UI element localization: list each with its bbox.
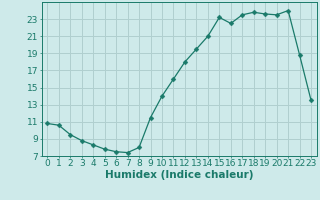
X-axis label: Humidex (Indice chaleur): Humidex (Indice chaleur)	[105, 170, 253, 180]
